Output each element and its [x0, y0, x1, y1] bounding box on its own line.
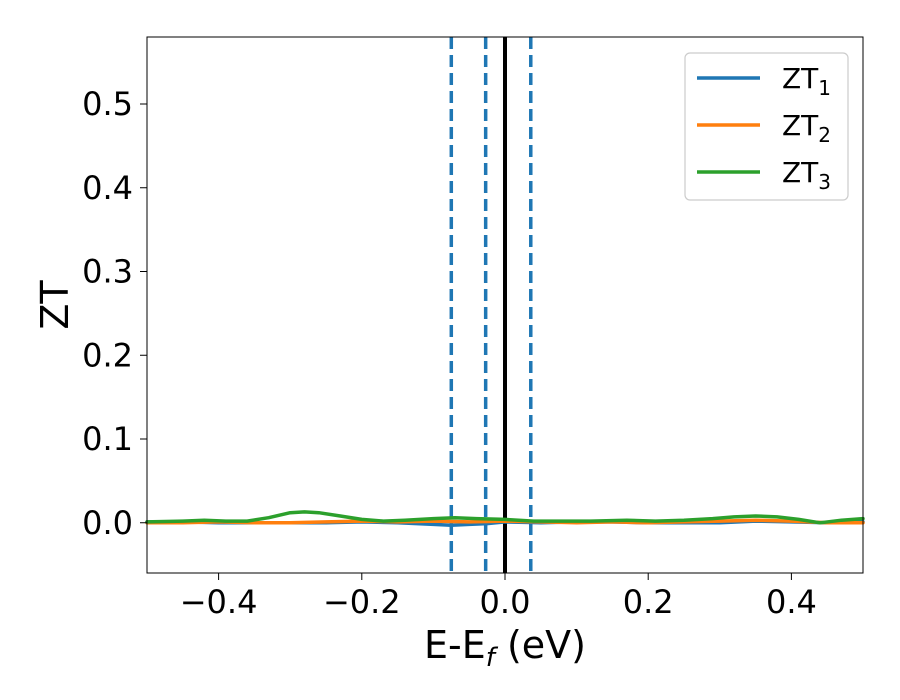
y-tick-label: 0.5 — [82, 85, 133, 123]
x-tick-label: −0.2 — [323, 583, 401, 621]
x-axis-ticks: −0.4 −0.2 0.0 0.2 0.4 — [180, 573, 817, 621]
y-tick-label: 0.3 — [82, 253, 133, 291]
legend-label-zt2: ZT2 — [782, 109, 831, 147]
y-tick-label: 0.4 — [82, 169, 133, 207]
legend-box — [684, 52, 849, 201]
series-lines — [145, 510, 865, 528]
y-tick-label: 0.1 — [82, 420, 133, 458]
legend-label-zt1: ZT1 — [782, 62, 831, 100]
series-line-zt3 — [145, 510, 865, 525]
legend: ZT1 ZT2 ZT3 — [684, 52, 849, 201]
x-tick-label: −0.4 — [180, 583, 258, 621]
x-tick-label: 0.0 — [480, 583, 531, 621]
y-axis-ticks: 0.0 0.1 0.2 0.3 0.4 0.5 — [82, 85, 147, 542]
reference-lines — [449, 37, 533, 573]
x-tick-label: 0.2 — [623, 583, 674, 621]
legend-label-zt3: ZT3 — [782, 156, 831, 194]
x-tick-label: 0.4 — [766, 583, 817, 621]
y-tick-label: 0.2 — [82, 336, 133, 374]
y-axis-label: ZT — [33, 280, 77, 330]
y-tick-label: 0.0 — [82, 504, 133, 542]
x-axis-label: E-Ef (eV) — [424, 623, 586, 673]
